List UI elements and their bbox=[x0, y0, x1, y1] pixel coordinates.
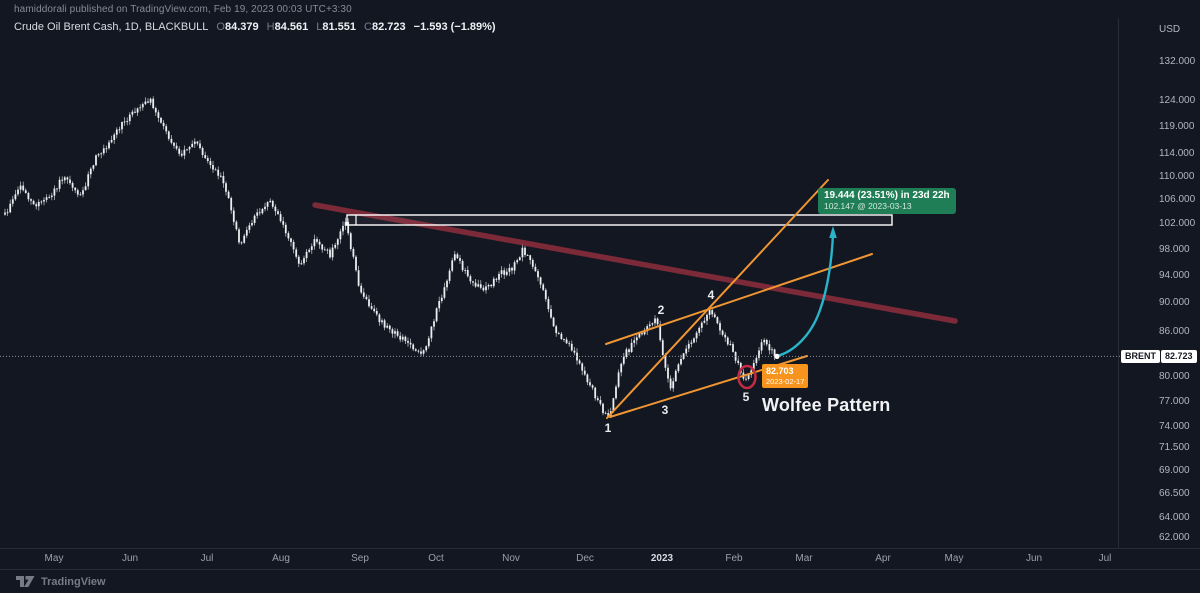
price-tick: 114.000 bbox=[1159, 148, 1195, 160]
time-tick: Dec bbox=[576, 553, 594, 564]
wolfe-point-label: 5 bbox=[742, 390, 750, 404]
time-tick: May bbox=[944, 553, 964, 564]
symbol-legend: Crude Oil Brent Cash, 1D, BLACKBULL O 84.… bbox=[14, 21, 496, 33]
time-tick: Apr bbox=[875, 553, 891, 564]
price-tick: 90.000 bbox=[1159, 297, 1190, 309]
last-price-chip: BRENT 82.723 bbox=[1121, 349, 1197, 363]
close-value: 82.723 bbox=[371, 21, 406, 33]
change-value: −1.593 (−1.89%) bbox=[413, 21, 496, 33]
price-tick: 69.000 bbox=[1159, 464, 1190, 476]
time-tick: 2023 bbox=[650, 553, 674, 564]
symbol-title: Crude Oil Brent Cash, 1D, BLACKBULL bbox=[14, 21, 209, 33]
price-tick: 62.000 bbox=[1159, 532, 1190, 543]
time-tick: Aug bbox=[272, 553, 290, 564]
price-tick: 102.000 bbox=[1159, 218, 1196, 230]
entry-circle-marker[interactable] bbox=[737, 364, 757, 390]
time-tick: Jul bbox=[1098, 553, 1112, 564]
price-tick: 71.500 bbox=[1159, 442, 1190, 454]
pattern-title: Wolfee Pattern bbox=[762, 395, 891, 415]
price-scale[interactable]: USD 132.000 124.000 119.000 114.000 110.000 1… bbox=[1118, 18, 1200, 548]
time-tick: Feb bbox=[725, 553, 743, 564]
price-tick: 86.000 bbox=[1159, 325, 1190, 337]
tradingview-logo-text[interactable]: TradingView bbox=[41, 575, 106, 588]
time-tick: Mar bbox=[795, 553, 813, 564]
note-date-text: 2023-02-17 bbox=[766, 376, 805, 386]
time-tick: May bbox=[44, 553, 64, 564]
footer-bar: TradingView bbox=[0, 569, 1200, 593]
publish-status: hamiddorali published on TradingView.com… bbox=[14, 4, 352, 15]
target-projection-label[interactable]: 19.444 (23.51%) in 23d 22h 102.147 @ 202… bbox=[818, 188, 956, 215]
price-tick: 74.000 bbox=[1159, 420, 1190, 432]
note-price-text: 82.703 bbox=[766, 366, 794, 376]
target-price-date-text: 102.147 @ 2023-03-13 bbox=[824, 200, 912, 211]
price-tick: 124.000 bbox=[1159, 95, 1196, 107]
price-tick: 94.000 bbox=[1159, 269, 1190, 281]
time-tick: Jun bbox=[1025, 553, 1043, 564]
last-price-dot bbox=[774, 353, 780, 359]
wolfe-point-label: 1 bbox=[604, 421, 612, 435]
high-label: H bbox=[266, 21, 275, 33]
wolfe-point-label: 2 bbox=[657, 303, 665, 317]
time-tick: Jun bbox=[121, 553, 139, 564]
open-value: 84.379 bbox=[224, 21, 259, 33]
resistance-box[interactable] bbox=[346, 214, 893, 226]
time-scale[interactable]: May Jun Jul Aug Sep Oct Nov Dec 2023 Feb Mar Apr May… bbox=[0, 548, 1200, 570]
price-tick: 64.000 bbox=[1159, 512, 1190, 523]
price-tick: 77.000 bbox=[1159, 395, 1190, 407]
price-tick: 106.000 bbox=[1159, 194, 1196, 206]
time-tick: Jul bbox=[200, 553, 214, 564]
wolfe-point-label: 4 bbox=[707, 288, 715, 302]
time-tick: Sep bbox=[351, 553, 369, 564]
candlesticks bbox=[4, 96, 776, 418]
projection-arrow[interactable] bbox=[775, 226, 837, 358]
price-tick: 132.000 bbox=[1159, 56, 1196, 67]
price-note-label[interactable]: 82.703 2023-02-17 bbox=[762, 364, 809, 388]
open-label: O bbox=[216, 21, 225, 33]
currency-unit: USD bbox=[1159, 24, 1181, 35]
time-tick: Nov bbox=[502, 553, 520, 564]
high-value: 84.561 bbox=[274, 21, 309, 33]
price-tick: 80.000 bbox=[1159, 371, 1190, 383]
price-tick: 110.000 bbox=[1159, 170, 1195, 182]
price-tick: 98.000 bbox=[1159, 243, 1190, 255]
tradingview-logo-icon[interactable] bbox=[16, 575, 35, 588]
wolfe-point-label: 3 bbox=[661, 403, 669, 417]
low-value: 81.551 bbox=[322, 21, 357, 33]
chart-canvas[interactable] bbox=[0, 0, 1200, 570]
price-tick: 66.500 bbox=[1159, 487, 1190, 499]
low-label: L bbox=[316, 21, 323, 33]
chip-symbol: BRENT bbox=[1121, 349, 1160, 363]
price-tick: 119.000 bbox=[1159, 121, 1195, 133]
time-tick: Oct bbox=[428, 553, 444, 564]
close-label: C bbox=[364, 21, 372, 33]
chip-price: 82.723 bbox=[1161, 349, 1197, 363]
target-change-text: 19.444 (23.51%) in 23d 22h bbox=[824, 190, 950, 201]
